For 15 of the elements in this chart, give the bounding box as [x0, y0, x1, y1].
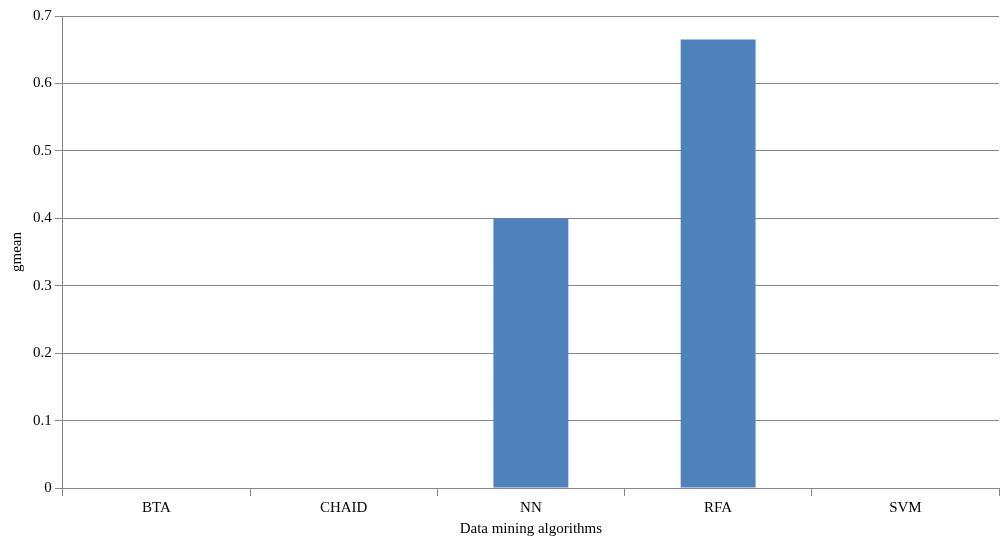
x-tick-label: RFA [704, 498, 733, 515]
y-axis-title: gmean [7, 231, 24, 272]
y-tick-label: 0.6 [33, 74, 53, 91]
y-tick-label: 0.7 [33, 6, 53, 23]
y-tick-label: 0.2 [33, 344, 52, 361]
y-tick-label: 0.1 [33, 411, 52, 428]
x-tick-label: NN [520, 498, 542, 515]
x-tick-label: CHAID [319, 498, 368, 515]
x-axis-title: Data mining algorithms [459, 519, 603, 536]
y-tick-label: 0.4 [33, 209, 53, 226]
y-tick-label: 0.5 [33, 141, 52, 158]
x-tick-label: SVM [889, 498, 922, 515]
y-tick-label: 0.3 [33, 276, 52, 293]
y-tick-label: 0 [44, 478, 52, 495]
x-tick-label: BTA [141, 498, 171, 515]
